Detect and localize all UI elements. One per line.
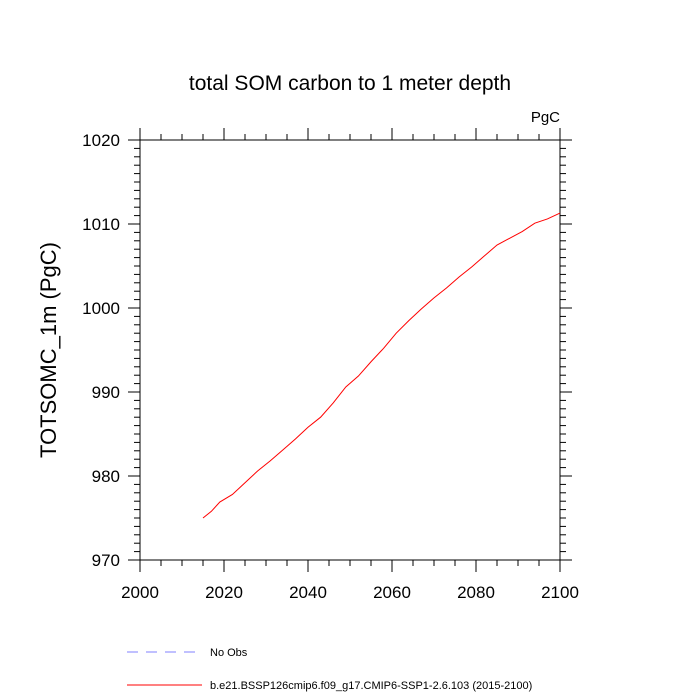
y-tick-label: 1010 bbox=[82, 215, 120, 234]
series-layer bbox=[202, 212, 561, 519]
y-tick-label: 1000 bbox=[82, 299, 120, 318]
x-tick-label: 2100 bbox=[541, 583, 579, 602]
axis-ticks: 2000 2020 2040 2060 2080 2100 970 980 990 1000 101… bbox=[82, 128, 579, 602]
x-tick-label: 2060 bbox=[373, 583, 411, 602]
y-tick-label: 990 bbox=[92, 383, 120, 402]
y-tick-label: 980 bbox=[92, 467, 120, 486]
units-label: PgC bbox=[531, 109, 560, 126]
plot-frame bbox=[139, 139, 561, 561]
series-line bbox=[202, 212, 561, 519]
legend-label: b.e21.BSSP126cmip6.f09_g17.CMIP6-SSP1-2.… bbox=[210, 680, 532, 692]
y-tick-label: 970 bbox=[92, 551, 120, 570]
y-tick-label: 1020 bbox=[82, 131, 120, 150]
legend-label: No Obs bbox=[210, 647, 248, 659]
x-tick-label: 2040 bbox=[289, 583, 327, 602]
y-axis-label: TOTSOMC_1m (PgC) bbox=[36, 242, 61, 458]
x-tick-label: 2000 bbox=[121, 583, 159, 602]
x-tick-label: 2020 bbox=[205, 583, 243, 602]
x-tick-label: 2080 bbox=[457, 583, 495, 602]
chart-title: total SOM carbon to 1 meter depth bbox=[189, 72, 511, 95]
legend: No Obs b.e21.BSSP126cmip6.f09_g17.CMIP6-S… bbox=[127, 647, 532, 692]
